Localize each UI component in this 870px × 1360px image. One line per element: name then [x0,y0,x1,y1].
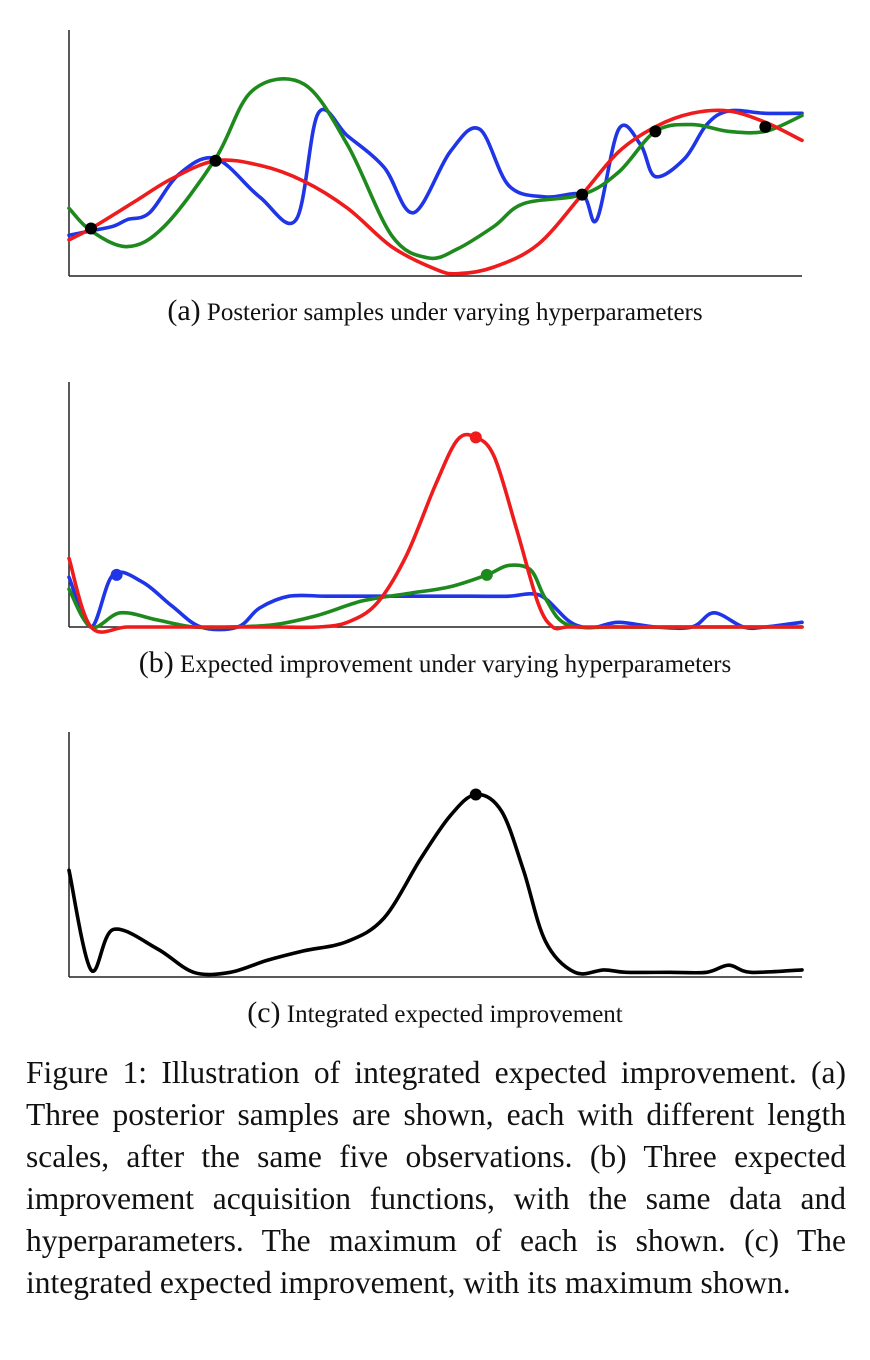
subcaption-a: (a) Posterior samples under varying hype… [0,296,870,328]
subcaption-b: (b) Expected improvement under varying h… [0,648,870,680]
chart-a-marker-2 [576,188,589,201]
panel-a: (a) Posterior samples under varying hype… [0,0,870,340]
subcaption-a-text: Posterior samples under varying hyperpar… [206,299,703,326]
chart-b-marker-2 [469,431,482,444]
subcaption-b-label: (b) [138,646,174,679]
chart-c-series-line-0 [67,792,804,977]
chart-a-marker-1 [209,154,222,167]
panel-c: (c) Integrated expected improvement [0,720,870,1040]
chart-b-marker-0 [110,568,123,581]
chart-c-marker-0 [469,788,482,801]
chart-b-series-line-2 [67,432,804,634]
subcaption-c-text: Integrated expected improvement [286,1001,623,1028]
chart-a-series-line-2 [67,108,804,276]
chart-c-plot [67,732,804,978]
panel-b: (b) Expected improvement under varying h… [0,370,870,690]
chart-b-plot [67,382,804,634]
chart-b-marker-1 [480,568,493,581]
figure-caption: Figure 1: Illustration of integrated exp… [26,1055,846,1300]
chart-a-plot [67,30,804,277]
subcaption-c-label: (c) [247,996,281,1029]
chart-a-marker-0 [84,222,97,235]
subcaption-b-text: Expected improvement under varying hyper… [180,651,732,678]
chart-b-series-line-0 [67,570,804,632]
chart-a-series-line-1 [67,77,804,261]
subcaption-c: (c) Integrated expected improvement [0,998,870,1030]
chart-a-series-line-0 [67,107,804,238]
subcaption-a-label: (a) [167,294,201,327]
chart-a-marker-4 [759,120,772,133]
chart-a-marker-3 [649,125,662,138]
